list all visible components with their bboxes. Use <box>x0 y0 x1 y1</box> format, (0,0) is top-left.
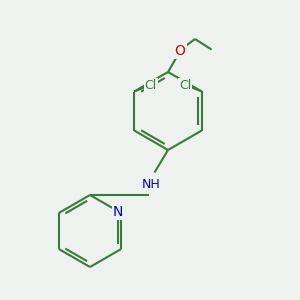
Text: Cl: Cl <box>179 79 191 92</box>
Text: O: O <box>175 44 185 58</box>
Text: Cl: Cl <box>145 79 157 92</box>
Text: N: N <box>113 205 123 218</box>
Text: NH: NH <box>142 178 161 191</box>
